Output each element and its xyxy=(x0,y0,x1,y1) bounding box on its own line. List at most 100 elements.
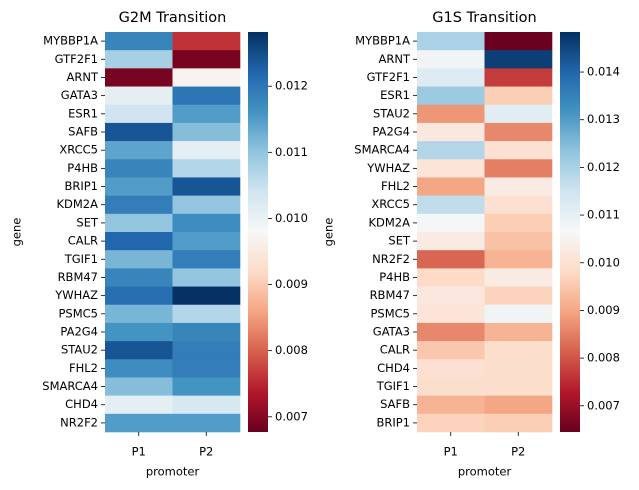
y-tick-label: BRIP1 xyxy=(376,415,410,429)
heatmap-cell xyxy=(484,177,553,196)
y-tick-label: GTF2F1 xyxy=(55,52,98,66)
y-tick-label: ESR1 xyxy=(380,88,410,102)
heatmap-cell xyxy=(417,104,485,124)
heatmap-cell xyxy=(105,86,173,106)
colorbar-tick-label: 0.009 xyxy=(587,303,620,317)
heatmap-cell xyxy=(105,395,173,415)
y-tick-label: ARNT xyxy=(379,52,411,66)
heatmap-cell xyxy=(417,50,485,69)
y-tick-label: ARNT xyxy=(67,70,99,84)
heatmap-cell xyxy=(105,413,173,433)
heatmap-cell xyxy=(105,341,173,360)
heatmap-cell xyxy=(484,250,553,269)
heatmap-cell xyxy=(484,395,553,415)
y-tick-label: TGIF1 xyxy=(376,379,410,393)
heatmap-cell xyxy=(172,122,241,142)
heatmap-cell xyxy=(484,104,553,124)
y-tick-label: CALR xyxy=(68,234,98,248)
y-tick-label: MYBBP1A xyxy=(355,34,410,48)
heatmap-cell xyxy=(105,177,173,196)
y-tick-label: RBM47 xyxy=(58,270,98,284)
heatmap-cell xyxy=(105,377,173,396)
y-tick-label: GTF2F1 xyxy=(367,70,410,84)
y-tick-label: GATA3 xyxy=(61,88,98,102)
y-tick-label: MYBBP1A xyxy=(43,34,98,48)
heatmap-cell xyxy=(417,341,485,360)
chart-title: G1S Transition xyxy=(432,10,536,26)
y-tick-label: SMARCA4 xyxy=(354,143,410,157)
heatmap-cell xyxy=(172,304,241,324)
y-tick-label: SAFB xyxy=(68,125,98,139)
heatmap-cell xyxy=(417,232,485,251)
y-tick-label: CHD4 xyxy=(377,361,410,375)
y-tick-label: CHD4 xyxy=(65,397,98,411)
heatmap-cell xyxy=(105,213,173,233)
heatmap-cell xyxy=(417,395,485,415)
y-tick-label: FHL2 xyxy=(69,361,98,375)
colorbar-tick-label: 0.011 xyxy=(275,145,308,159)
colorbar-tick-label: 0.010 xyxy=(275,211,308,225)
y-tick-label: YWHAZ xyxy=(366,161,410,175)
colorbar-tick-label: 0.012 xyxy=(275,79,308,93)
y-tick-label: PSMC5 xyxy=(370,306,410,320)
colorbar-tick-label: 0.012 xyxy=(587,160,620,174)
y-tick-label: PA2G4 xyxy=(372,125,410,139)
heatmap-cell xyxy=(172,359,241,378)
heatmap-cell xyxy=(484,232,553,251)
heatmap-cell xyxy=(417,177,485,196)
heatmap-cell xyxy=(172,32,241,51)
heatmap-cell xyxy=(417,250,485,269)
heatmap-cell xyxy=(172,177,241,196)
heatmap-cell xyxy=(172,395,241,415)
heatmap-cell xyxy=(417,159,485,178)
colorbar-tick-label: 0.009 xyxy=(275,277,308,291)
y-tick-label: BRIP1 xyxy=(64,179,98,193)
x-tick-label: P1 xyxy=(132,445,146,459)
heatmap-cell xyxy=(172,341,241,360)
heatmap-cell xyxy=(105,232,173,251)
heatmap-cell xyxy=(484,32,553,51)
heatmap-cell xyxy=(484,122,553,142)
y-tick-label: SET xyxy=(388,234,411,248)
y-tick-label: SAFB xyxy=(380,397,410,411)
heatmap-cell xyxy=(105,304,173,324)
heatmap-cell xyxy=(172,104,241,124)
heatmap-cell xyxy=(484,213,553,233)
heatmap-cell xyxy=(105,141,173,160)
heatmap-cell xyxy=(417,322,485,342)
heatmap-cell xyxy=(172,50,241,69)
heatmap-cell xyxy=(484,50,553,69)
colorbar-tick-label: 0.008 xyxy=(275,343,308,357)
colorbar xyxy=(560,32,580,432)
y-tick-label: RBM47 xyxy=(370,288,410,302)
heatmap-cell xyxy=(484,377,553,396)
heatmap-cell xyxy=(484,322,553,342)
y-tick-label: SMARCA4 xyxy=(42,379,98,393)
y-axis-label: gene xyxy=(10,218,24,247)
x-axis-label: promoter xyxy=(146,465,200,479)
y-tick-label: KDM2A xyxy=(56,197,98,211)
y-tick-label: SET xyxy=(76,215,99,229)
y-tick-label: XRCC5 xyxy=(371,197,410,211)
x-axis-label: promoter xyxy=(458,465,512,479)
y-tick-label: GATA3 xyxy=(373,325,410,339)
heatmap-cell xyxy=(172,195,241,215)
colorbar-tick-label: 0.014 xyxy=(587,65,620,79)
y-axis-label: gene xyxy=(322,218,336,247)
heatmap-cell xyxy=(172,86,241,106)
heatmap-cell xyxy=(105,268,173,287)
heatmap-cell xyxy=(172,268,241,287)
y-tick-label: KDM2A xyxy=(368,215,410,229)
heatmap-cell xyxy=(417,86,485,106)
heatmap-cell xyxy=(484,86,553,106)
y-tick-label: XRCC5 xyxy=(59,143,98,157)
heatmap-cell xyxy=(172,68,241,87)
colorbar xyxy=(248,32,268,432)
heatmap-cell xyxy=(105,159,173,178)
y-tick-label: P4HB xyxy=(379,270,410,284)
heatmap-cell xyxy=(105,359,173,378)
x-tick-label: P1 xyxy=(444,445,458,459)
heatmap-cell xyxy=(417,286,485,306)
heatmap-cell xyxy=(417,213,485,233)
